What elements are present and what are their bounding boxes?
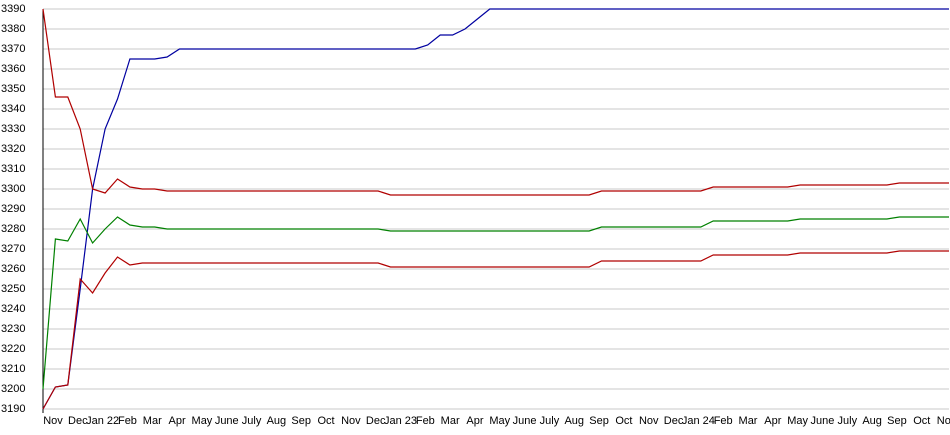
x-tick-label: Dec xyxy=(366,415,386,427)
x-tick-label: Mar xyxy=(441,415,460,427)
x-tick-label: Feb xyxy=(118,415,137,427)
y-tick-label: 3240 xyxy=(1,303,25,315)
y-tick-label: 3340 xyxy=(1,103,25,115)
x-tick-label: May xyxy=(787,415,808,427)
y-tick-label: 3330 xyxy=(1,123,25,135)
x-tick-label: Nov xyxy=(937,415,950,427)
x-tick-label: Oct xyxy=(913,415,930,427)
x-tick-label: June xyxy=(513,415,537,427)
x-tick-label: Sep xyxy=(589,415,609,427)
x-tick-label: Aug xyxy=(564,415,584,427)
series-line xyxy=(42,8,949,410)
y-tick-label: 3220 xyxy=(1,343,25,355)
x-tick-label: Oct xyxy=(615,415,632,427)
y-tick-label: 3350 xyxy=(1,83,25,95)
x-tick-label: June xyxy=(811,415,835,427)
x-tick-label: May xyxy=(489,415,510,427)
x-tick-label: Feb xyxy=(714,415,733,427)
x-tick-label: Aug xyxy=(267,415,287,427)
x-tick-label: Nov xyxy=(639,415,659,427)
y-tick-label: 3210 xyxy=(1,363,25,375)
y-tick-label: 3230 xyxy=(1,323,25,335)
x-tick-label: Apr xyxy=(466,415,483,427)
x-tick-label: May xyxy=(192,415,213,427)
y-tick-label: 3250 xyxy=(1,283,25,295)
x-tick-label: July xyxy=(838,415,858,427)
x-tick-label: Oct xyxy=(317,415,334,427)
x-tick-label: Sep xyxy=(291,415,311,427)
y-tick-label: 3260 xyxy=(1,263,25,275)
x-tick-label: Jan 22 xyxy=(86,415,119,427)
y-tick-label: 3280 xyxy=(1,223,25,235)
x-tick-label: Apr xyxy=(169,415,186,427)
y-tick-label: 3390 xyxy=(1,3,25,15)
x-tick-label: Mar xyxy=(739,415,758,427)
series-line xyxy=(42,8,949,196)
x-tick-label: Dec xyxy=(68,415,88,427)
y-tick-label: 3310 xyxy=(1,163,25,175)
x-tick-label: Feb xyxy=(416,415,435,427)
x-tick-label: Nov xyxy=(341,415,361,427)
x-tick-label: Dec xyxy=(664,415,684,427)
y-tick-label: 3360 xyxy=(1,63,25,75)
x-tick-label: Jan 23 xyxy=(384,415,417,427)
x-tick-label: July xyxy=(242,415,262,427)
series-line xyxy=(42,216,949,390)
y-tick-label: 3300 xyxy=(1,183,25,195)
y-tick-label: 3190 xyxy=(1,403,25,415)
x-tick-label: Nov xyxy=(43,415,63,427)
x-tick-label: Aug xyxy=(862,415,882,427)
x-tick-label: June xyxy=(215,415,239,427)
x-tick-label: Apr xyxy=(764,415,781,427)
y-tick-label: 3270 xyxy=(1,243,25,255)
y-tick-label: 3320 xyxy=(1,143,25,155)
x-tick-label: July xyxy=(540,415,560,427)
y-tick-label: 3200 xyxy=(1,383,25,395)
y-tick-label: 3370 xyxy=(1,43,25,55)
y-tick-label: 3380 xyxy=(1,23,25,35)
x-tick-label: Jan 24 xyxy=(682,415,715,427)
x-tick-label: Mar xyxy=(143,415,162,427)
x-tick-label: Sep xyxy=(887,415,907,427)
series-line xyxy=(42,250,949,410)
y-tick-label: 3290 xyxy=(1,203,25,215)
